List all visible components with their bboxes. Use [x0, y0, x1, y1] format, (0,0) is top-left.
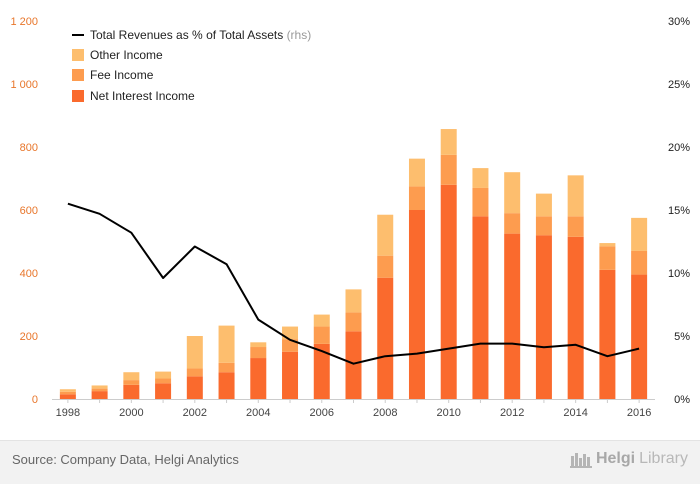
bar-net-interest-income	[218, 372, 235, 399]
bar-fee-income	[535, 216, 552, 236]
bar-fee-income	[377, 255, 394, 278]
y-left-tick-label: 1 000	[10, 79, 38, 91]
x-tick-label: 2008	[373, 407, 397, 419]
bar-fee-income	[250, 347, 267, 359]
y-right-tick-label: 10%	[668, 268, 690, 280]
bar-other-income	[440, 129, 457, 155]
y-left-tick-label: 600	[20, 205, 38, 217]
bar-fee-income	[345, 312, 362, 332]
bar-net-interest-income	[631, 274, 648, 399]
bar-fee-income	[440, 154, 457, 185]
bar-net-interest-income	[186, 376, 203, 399]
bar-other-income	[535, 193, 552, 217]
bar-fee-income	[472, 187, 489, 217]
y-right-tick-label: 25%	[668, 79, 690, 91]
y-right-tick-label: 15%	[668, 205, 690, 217]
bar-fee-income	[504, 213, 521, 234]
logo-text-library: Library	[639, 450, 688, 467]
bar-other-income	[631, 217, 648, 251]
bar-fee-income	[186, 368, 203, 377]
y-right-tick-label: 5%	[674, 331, 690, 343]
y-right-tick-label: 20%	[668, 142, 690, 154]
source-text: Source: Company Data, Helgi Analytics	[12, 452, 239, 467]
legend-other-income-swatch	[72, 49, 84, 61]
bar-fee-income	[567, 216, 584, 237]
bar-fee-income	[408, 186, 425, 210]
bar-net-interest-income	[408, 210, 425, 399]
bar-other-income	[345, 289, 362, 313]
bar-net-interest-income	[377, 277, 394, 399]
bar-other-income	[250, 342, 267, 348]
bar-fee-income	[59, 391, 76, 395]
bar-other-income	[186, 336, 203, 369]
x-tick-label: 1998	[56, 407, 80, 419]
y-left-tick-label: 1 200	[10, 16, 38, 28]
x-tick-label: 2006	[310, 407, 334, 419]
bar-other-income	[218, 325, 235, 363]
bar-other-income	[504, 172, 521, 214]
bar-net-interest-income	[59, 394, 76, 399]
bar-net-interest-income	[250, 358, 267, 399]
bar-net-interest-income	[345, 331, 362, 399]
bar-fee-income	[123, 380, 140, 385]
y-right-tick-label: 0%	[674, 394, 690, 406]
legend-label-main: Total Revenues as % of Total Assets	[90, 28, 287, 42]
bar-fee-income	[599, 246, 616, 270]
bar-fee-income	[282, 339, 299, 352]
bar-fee-income	[313, 326, 330, 344]
bar-other-income	[123, 372, 140, 381]
bar-other-income	[377, 214, 394, 256]
chart: 0 200 400 600 800 1 000 1 200 0% 5% 10% 15% 20% 25% 3…	[10, 16, 690, 419]
y-left-tick-label: 200	[20, 331, 38, 343]
library-icon	[569, 453, 592, 468]
legend-fee-income-swatch	[72, 69, 84, 81]
bar-fee-income	[631, 250, 648, 275]
bar-fee-income	[91, 388, 108, 392]
legend-net-interest-income-swatch	[72, 90, 84, 102]
bar-net-interest-income	[567, 236, 584, 399]
bar-net-interest-income	[123, 384, 140, 399]
x-tick-label: 2002	[183, 407, 207, 419]
helgi-library-logo[interactable]: Helgi Library	[569, 450, 688, 468]
footer: Source: Company Data, Helgi Analytics He…	[0, 440, 700, 484]
bar-net-interest-income	[155, 383, 172, 399]
y-left-tick-label: 0	[32, 394, 38, 406]
x-tick-label: 2000	[119, 407, 143, 419]
chart-svg: 0 200 400 600 800 1 000 1 200 0% 5% 10% 15% 20% 25% 3…	[10, 16, 690, 419]
bar-other-income	[599, 243, 616, 247]
bar-other-income	[282, 326, 299, 340]
legend-other-income-label: Other Income	[90, 48, 163, 62]
y-left-tick-label: 800	[20, 142, 38, 154]
bar-other-income	[567, 175, 584, 217]
x-tick-label: 2012	[500, 407, 524, 419]
bar-other-income	[313, 314, 330, 327]
bar-net-interest-income	[535, 235, 552, 399]
bar-net-interest-income	[599, 269, 616, 399]
bar-other-income	[472, 168, 489, 188]
legend-net-interest-income-label: Net Interest Income	[90, 89, 195, 103]
bar-net-interest-income	[472, 216, 489, 399]
y-left-tick-label: 400	[20, 268, 38, 280]
bar-net-interest-income	[91, 391, 108, 399]
logo-text-helgi: Helgi	[595, 450, 636, 467]
bar-other-income	[59, 389, 76, 392]
x-tick-label: 2004	[246, 407, 270, 419]
x-tick-label: 2014	[563, 407, 587, 419]
x-tick-label: 2016	[627, 407, 651, 419]
bar-net-interest-income	[313, 343, 330, 399]
line-total-revenues-pct	[67, 202, 640, 365]
bar-other-income	[91, 385, 108, 389]
legend-fee-income-label: Fee Income	[90, 68, 154, 82]
x-tick-label: 2010	[436, 407, 460, 419]
bar-net-interest-income	[282, 351, 299, 399]
bar-net-interest-income	[504, 233, 521, 399]
bar-other-income	[155, 371, 172, 379]
bar-other-income	[408, 158, 425, 187]
legend-label-rhs: (rhs)	[287, 28, 312, 42]
bar-fee-income	[155, 378, 172, 384]
y-right-tick-label: 30%	[668, 16, 690, 28]
bar-fee-income	[218, 362, 235, 373]
legend-label-total-revenues: Total Revenues as % of Total Assets (rhs…	[90, 28, 311, 42]
bar-net-interest-income	[440, 184, 457, 399]
